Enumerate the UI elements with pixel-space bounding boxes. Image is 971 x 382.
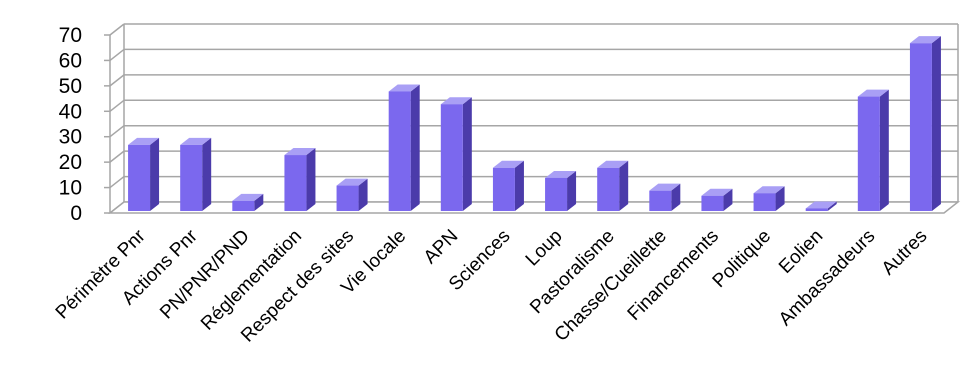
bar-front (180, 144, 203, 211)
gridlines (109, 23, 958, 214)
bar-front (753, 193, 776, 211)
bar (128, 137, 160, 211)
x-tick-label: Périmètre Pnr (52, 225, 150, 323)
x-tick-label: PN/PNR/PND (156, 226, 254, 324)
x-tick-label: Autres (878, 226, 932, 280)
bar (492, 160, 524, 211)
x-tick-label: Politique (709, 226, 775, 292)
bar-top (336, 178, 368, 186)
bar-front (805, 208, 828, 211)
bar-front (857, 96, 880, 211)
bar (284, 148, 316, 211)
bar (805, 201, 837, 211)
bar-top (909, 36, 941, 44)
bar-side (306, 148, 316, 211)
bar (545, 170, 577, 211)
bar-side (567, 170, 577, 211)
bar-front (128, 144, 151, 211)
gridline-side (109, 99, 125, 112)
bar-top (232, 193, 264, 201)
bar-top (649, 183, 681, 191)
bar-front (545, 177, 568, 211)
bar (701, 188, 733, 211)
bar-front (336, 185, 359, 211)
bar-front (492, 167, 515, 211)
bar-top (753, 186, 785, 194)
bar-side (150, 137, 160, 211)
bar (857, 89, 889, 211)
bar (232, 193, 264, 211)
bar-front (597, 167, 620, 211)
bar-side (931, 36, 941, 211)
gridline-side (109, 150, 125, 163)
bar-front (909, 43, 932, 211)
bar-top (128, 137, 160, 145)
bar-side (514, 160, 524, 211)
bar-top (857, 89, 889, 97)
bar-front (701, 195, 724, 211)
bar-top (388, 84, 420, 92)
bar (440, 97, 472, 211)
x-tick-label: APN (420, 226, 462, 268)
bar-top (180, 137, 212, 145)
bar (649, 183, 681, 211)
x-tick-label: Ambassadeurs (775, 226, 879, 330)
x-tick-label: Financements (624, 226, 723, 325)
y-tick-label: 30 (59, 126, 82, 149)
bar-side (827, 201, 837, 211)
bar-top (545, 170, 577, 178)
bar (753, 186, 785, 211)
y-tick-label: 0 (70, 202, 82, 225)
bar-front (232, 200, 255, 211)
y-tick-label: 10 (59, 177, 82, 200)
y-tick-label: 20 (59, 151, 82, 174)
bar-side (723, 188, 733, 211)
bar-side (775, 186, 785, 211)
bar-top (284, 148, 316, 156)
bar-side (671, 183, 681, 211)
bar (909, 36, 941, 211)
bar-side (358, 178, 368, 211)
bar-top (805, 201, 837, 209)
bar-front (284, 155, 307, 211)
bar-side (619, 160, 629, 211)
y-tick-label: 70 (59, 24, 82, 47)
bar-top (597, 160, 629, 168)
axes (104, 24, 961, 214)
bar (597, 160, 629, 211)
y-tick-label: 50 (59, 75, 82, 98)
y-tick-label: 60 (59, 49, 82, 72)
gridline-side (109, 23, 125, 36)
x-tick-label: Loup (522, 226, 567, 271)
gridline-side (109, 175, 125, 189)
bar-side (410, 84, 420, 211)
bar-side (202, 137, 212, 211)
bar-side (254, 193, 264, 211)
bar (180, 137, 212, 211)
floor (107, 201, 961, 214)
gridline-side (109, 125, 125, 138)
bar (388, 84, 420, 211)
bar-front (649, 190, 672, 211)
bar-top (440, 97, 472, 105)
bar-side (879, 89, 889, 211)
bars (128, 36, 941, 211)
bar-top (701, 188, 733, 196)
y-tick-label: 40 (59, 100, 82, 123)
bar-front (440, 104, 463, 211)
gridline-side (109, 48, 125, 62)
bar-top (492, 160, 524, 168)
bar (336, 178, 368, 211)
bar-side (462, 97, 472, 211)
bar-front (388, 91, 411, 211)
gridline-side (109, 74, 125, 87)
